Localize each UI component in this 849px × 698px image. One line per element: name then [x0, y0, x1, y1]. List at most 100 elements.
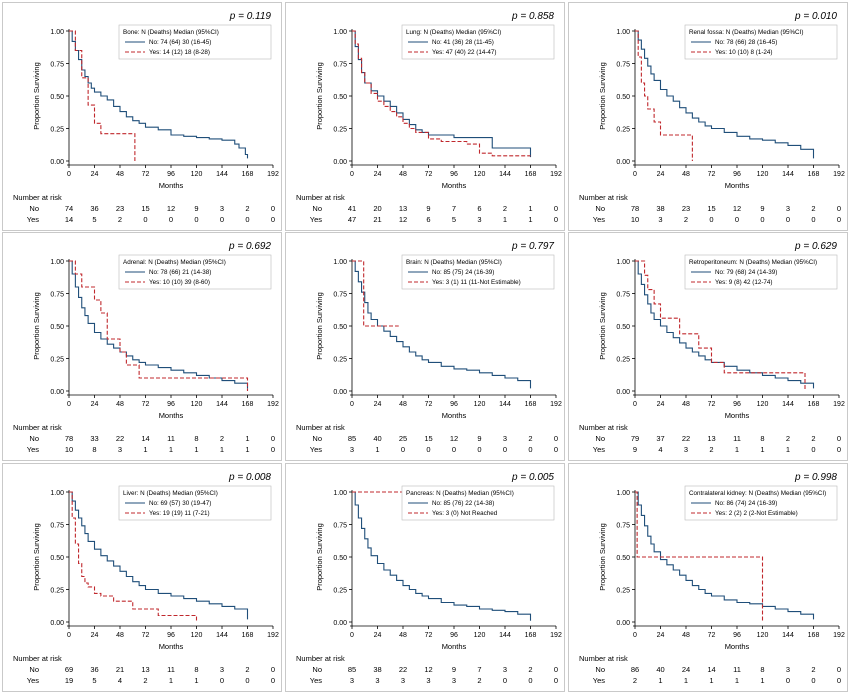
x-tick-label: 24 — [91, 171, 99, 178]
series-yes-curve — [635, 30, 693, 161]
y-tick-label: 0.00 — [50, 389, 64, 396]
series-yes-curve — [635, 260, 806, 391]
x-tick-label: 48 — [399, 632, 407, 639]
x-tick-label: 24 — [91, 401, 99, 408]
y-axis-label: Proportion Surviving — [32, 292, 41, 360]
y-axis-label: Proportion Surviving — [315, 292, 324, 360]
p-value: p = 0.858 — [511, 11, 554, 22]
risk-table-title: Number at risk — [296, 423, 345, 432]
x-tick-label: 72 — [142, 171, 150, 178]
risk-value-yes: 0 — [554, 445, 558, 454]
risk-value-no: 78 — [65, 434, 73, 443]
risk-value-no: 14 — [141, 434, 149, 443]
x-tick-label: 192 — [550, 632, 562, 639]
y-tick-label: 0.25 — [616, 357, 630, 364]
y-tick-label: 0.25 — [50, 357, 64, 364]
risk-value-yes: 14 — [65, 215, 73, 224]
y-tick-label: 1.00 — [50, 259, 64, 266]
y-axis-label: Proportion Surviving — [32, 62, 41, 130]
risk-value-yes: 1 — [169, 445, 173, 454]
risk-value-yes: 0 — [528, 676, 532, 685]
legend-entry-yes: Yes: 14 (12) 18 (8-28) — [149, 49, 210, 56]
risk-value-no: 23 — [682, 204, 690, 213]
risk-value-yes: 0 — [811, 676, 815, 685]
risk-value-yes: 0 — [837, 445, 841, 454]
x-tick-label: 24 — [91, 632, 99, 639]
y-tick-label: 0.00 — [333, 620, 347, 627]
legend-entry-yes: Yes: 10 (10) 39 (8-60) — [149, 279, 210, 286]
risk-value-yes: 0 — [245, 215, 249, 224]
risk-value-no: 21 — [116, 665, 124, 674]
y-tick-label: 1.00 — [616, 490, 630, 497]
risk-value-yes: 2 — [709, 445, 713, 454]
risk-row-label-no: No — [29, 665, 39, 674]
risk-value-yes: 3 — [350, 676, 354, 685]
risk-value-no: 0 — [271, 434, 275, 443]
risk-value-no: 85 — [348, 434, 356, 443]
risk-value-no: 2 — [528, 665, 532, 674]
x-tick-label: 168 — [242, 171, 254, 178]
legend-entry-no: No: 41 (36) 28 (11-45) — [432, 39, 494, 46]
legend-title: Retroperitoneum: N (Deaths) Median (95%C… — [689, 259, 817, 266]
x-tick-label: 24 — [657, 632, 665, 639]
series-no-curve — [635, 30, 815, 159]
series-no-curve — [69, 491, 249, 620]
risk-value-no: 8 — [194, 434, 198, 443]
legend-entry-no: No: 78 (66) 28 (16-45) — [715, 39, 777, 46]
x-tick-label: 48 — [682, 401, 690, 408]
x-tick-label: 144 — [216, 171, 228, 178]
y-tick-label: 0.25 — [50, 588, 64, 595]
x-tick-label: 0 — [350, 171, 354, 178]
x-tick-label: 144 — [499, 401, 511, 408]
risk-value-yes: 1 — [760, 676, 764, 685]
x-tick-label: 96 — [733, 401, 741, 408]
x-tick-label: 120 — [474, 171, 486, 178]
km-chart: p = 0.010 0.00 0.25 0.50 0.75 1.00 Proportion … — [579, 11, 845, 224]
risk-value-no: 22 — [399, 665, 407, 674]
km-panel-retroperitoneum: p = 0.629 0.00 0.25 0.50 0.75 1.00 Proportion … — [568, 232, 848, 461]
x-axis-label: Months — [725, 411, 750, 420]
series-no-curve — [352, 491, 532, 621]
y-tick-label: 0.50 — [50, 94, 64, 101]
risk-table-title: Number at risk — [13, 423, 62, 432]
risk-value-no: 2 — [245, 204, 249, 213]
risk-value-yes: 3 — [658, 215, 662, 224]
risk-value-yes: 1 — [169, 676, 173, 685]
risk-value-no: 9 — [452, 665, 456, 674]
risk-value-yes: 47 — [348, 215, 356, 224]
legend-entry-no: No: 79 (68) 24 (14-39) — [715, 269, 777, 276]
km-chart: p = 0.119 0.00 0.25 0.50 0.75 1.00 Proportion … — [13, 11, 279, 224]
risk-value-no: 0 — [271, 665, 275, 674]
risk-value-yes: 0 — [477, 445, 481, 454]
x-tick-label: 72 — [708, 401, 716, 408]
legend-title: Pancreas: N (Deaths) Median (95%CI) — [406, 490, 514, 497]
legend: Bone: N (Deaths) Median (95%CI) No: 74 (6… — [118, 24, 272, 60]
p-value: p = 0.692 — [228, 241, 271, 252]
risk-value-yes: 0 — [811, 445, 815, 454]
risk-value-no: 22 — [682, 434, 690, 443]
km-panel-contralateral-kidney: p = 0.998 0.00 0.25 0.50 0.75 1.00 Proportion … — [568, 463, 848, 692]
risk-value-no: 7 — [477, 665, 481, 674]
x-tick-label: 48 — [116, 632, 124, 639]
risk-value-yes: 3 — [375, 676, 379, 685]
x-tick-label: 192 — [267, 632, 279, 639]
y-tick-label: 0.00 — [333, 389, 347, 396]
x-tick-label: 168 — [525, 171, 537, 178]
risk-value-no: 11 — [733, 434, 741, 443]
risk-value-yes: 0 — [760, 215, 764, 224]
p-value: p = 0.797 — [511, 241, 554, 252]
y-tick-label: 0.25 — [333, 588, 347, 595]
risk-value-yes: 1 — [194, 445, 198, 454]
y-axis-label: Proportion Surviving — [598, 523, 607, 591]
x-tick-label: 192 — [550, 171, 562, 178]
x-tick-label: 48 — [116, 401, 124, 408]
y-tick-label: 0.50 — [333, 555, 347, 562]
risk-table-title: Number at risk — [579, 654, 628, 663]
risk-value-yes: 5 — [92, 215, 96, 224]
km-chart: p = 0.858 0.00 0.25 0.50 0.75 1.00 Proportion … — [296, 11, 562, 224]
x-tick-label: 144 — [782, 171, 794, 178]
risk-value-no: 11 — [733, 665, 741, 674]
x-tick-label: 0 — [350, 401, 354, 408]
legend-entry-no: No: 69 (57) 30 (19-47) — [149, 500, 211, 507]
